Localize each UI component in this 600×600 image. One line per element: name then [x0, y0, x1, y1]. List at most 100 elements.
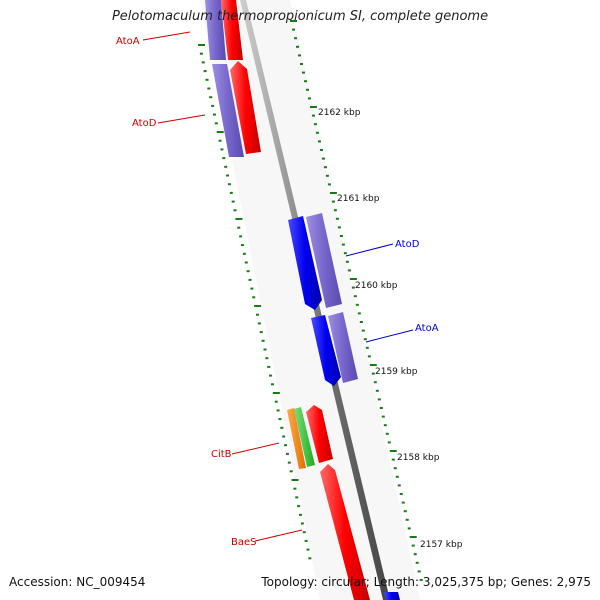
- ruler-minor-tick: [282, 435, 286, 438]
- gene-unnamed-reverse-cds[interactable]: [384, 592, 400, 600]
- gene-citb-orf-green[interactable]: [294, 407, 315, 467]
- ruler-minor-tick: [403, 510, 407, 513]
- gene-atod-forward-blast[interactable]: [212, 64, 244, 157]
- gene-label-atoa-reverse: AtoA: [415, 323, 439, 334]
- ruler-minor-tick: [401, 501, 405, 504]
- gene-citb-orf-orange[interactable]: [287, 408, 306, 469]
- ruler-minor-tick: [295, 45, 299, 48]
- ruler-minor-tick: [220, 148, 224, 151]
- ruler-minor-tick: [399, 493, 403, 495]
- ruler-tick-label: 2159 kbp: [375, 367, 418, 377]
- ruler-minor-tick: [419, 579, 423, 581]
- ruler-minor-tick: [359, 321, 363, 323]
- ruler-minor-tick: [252, 296, 256, 299]
- ruler-minor-tick: [297, 505, 301, 508]
- ruler-major-tick: [198, 44, 205, 46]
- gene-atoa-reverse-blast[interactable]: [328, 312, 358, 383]
- ruler-major-tick: [409, 536, 417, 538]
- ruler-minor-tick: [280, 426, 284, 429]
- ruler-minor-tick: [285, 452, 289, 455]
- ruler-minor-tick: [226, 174, 230, 177]
- ruler-minor-tick: [413, 553, 417, 556]
- ruler-minor-tick: [303, 80, 307, 83]
- ruler-tick-label: 2161 kbp: [337, 194, 380, 204]
- ruler-minor-tick: [341, 243, 345, 246]
- ruler-minor-tick: [383, 424, 387, 427]
- gene-label-citb: CitB: [211, 449, 232, 460]
- gene-baes-forward-cds[interactable]: [320, 464, 370, 600]
- gene-atoa-forward-blast[interactable]: [205, 0, 226, 60]
- ruler-minor-tick: [301, 71, 305, 74]
- ruler-minor-tick: [284, 444, 288, 447]
- ruler-minor-tick: [211, 104, 215, 107]
- ruler-minor-tick: [304, 539, 308, 542]
- ruler-minor-tick: [222, 157, 226, 160]
- gene-label-leader: [231, 442, 280, 455]
- ruler-minor-tick: [361, 329, 365, 332]
- ruler-minor-tick: [397, 484, 401, 487]
- ruler-outer: [290, 20, 423, 581]
- gene-unnamed-forward-cds[interactable]: [306, 405, 333, 463]
- gene-label-baes: BaeS: [231, 537, 257, 548]
- ruler-minor-tick: [405, 518, 409, 521]
- ruler-minor-tick: [319, 149, 323, 151]
- ruler-minor-tick: [395, 475, 399, 478]
- ruler-minor-tick: [335, 217, 339, 220]
- ruler-minor-tick: [233, 209, 237, 212]
- ruler-minor-tick: [214, 122, 218, 125]
- ruler-minor-tick: [407, 527, 411, 530]
- ruler-minor-tick: [227, 183, 231, 186]
- ruler-minor-tick: [415, 561, 419, 564]
- ruler-minor-tick: [287, 461, 291, 464]
- gene-label-leader: [365, 329, 414, 343]
- ruler-minor-tick: [315, 131, 319, 134]
- ruler-minor-tick: [209, 96, 213, 99]
- gene-atod-forward-cds[interactable]: [230, 61, 261, 154]
- ruler-minor-tick: [212, 113, 216, 116]
- gene-atoa-forward-cds[interactable]: [221, 0, 243, 60]
- ruler-minor-tick: [265, 357, 269, 360]
- ruler-minor-tick: [385, 432, 389, 435]
- ruler-minor-tick: [347, 269, 351, 272]
- ruler-minor-tick: [299, 513, 303, 516]
- ruler-minor-tick: [381, 415, 385, 418]
- ruler-major-tick: [389, 450, 397, 452]
- ruler-major-tick: [369, 364, 377, 366]
- ruler-minor-tick: [239, 235, 243, 238]
- ruler-major-tick: [329, 192, 337, 194]
- ruler-minor-tick: [205, 78, 209, 81]
- ruler-minor-tick: [375, 389, 379, 392]
- ruler-minor-tick: [333, 209, 337, 212]
- ruler-major-tick: [235, 218, 243, 220]
- ruler-tick-label: 2157 kbp: [420, 540, 463, 550]
- ruler-minor-tick: [321, 157, 325, 160]
- ruler-minor-tick: [207, 87, 211, 90]
- ruler-minor-tick: [299, 63, 303, 65]
- ruler-minor-tick: [305, 88, 309, 91]
- gene-atoa-reverse-cds[interactable]: [311, 315, 341, 386]
- ruler-minor-tick: [297, 54, 301, 57]
- ruler-minor-tick: [327, 183, 331, 186]
- ruler-minor-tick: [311, 114, 315, 117]
- ruler-inner: [198, 44, 312, 560]
- ruler-major-tick: [216, 131, 224, 133]
- ruler-minor-tick: [259, 331, 263, 334]
- ruler-minor-tick: [244, 261, 248, 264]
- ruler-minor-tick: [201, 61, 205, 64]
- ruler-minor-tick: [363, 338, 367, 341]
- gene-atod-reverse-blast[interactable]: [306, 213, 342, 308]
- ruler-minor-tick: [270, 383, 274, 386]
- ruler-minor-tick: [417, 570, 421, 573]
- ruler-major-tick: [272, 392, 280, 394]
- ruler-minor-tick: [289, 470, 293, 473]
- ruler-minor-tick: [371, 372, 375, 375]
- gene-atod-reverse-cds[interactable]: [288, 216, 322, 310]
- ruler-minor-tick: [293, 487, 297, 490]
- gene-label-leader: [254, 529, 303, 542]
- ruler-minor-tick: [313, 123, 317, 126]
- ruler-minor-tick: [224, 165, 228, 168]
- ruler-minor-tick: [345, 260, 349, 263]
- ruler-minor-tick: [300, 522, 304, 525]
- ruler-minor-tick: [308, 557, 312, 560]
